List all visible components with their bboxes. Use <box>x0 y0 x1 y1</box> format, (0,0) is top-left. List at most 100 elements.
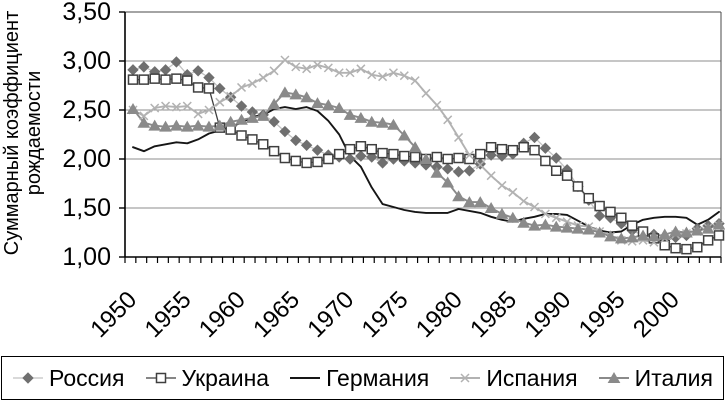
legend-item-spain: Испания <box>449 364 578 392</box>
x-tick-label: 1980 <box>411 286 468 343</box>
x-marker-icon <box>258 73 268 83</box>
line <box>551 213 561 223</box>
square-marker-icon <box>681 243 692 255</box>
line <box>323 63 333 73</box>
gridlines <box>125 11 722 257</box>
triangle-marker-icon <box>571 222 585 234</box>
legend-label-spain: Испания <box>486 364 578 391</box>
x-marker-icon <box>367 70 377 80</box>
spain-x-marker-icon <box>449 369 481 387</box>
x-marker-icon <box>161 101 171 111</box>
diamond-marker-icon <box>235 100 248 112</box>
line <box>399 71 409 81</box>
diamond-marker-icon <box>539 142 552 154</box>
triangle-marker-icon <box>582 223 596 235</box>
line <box>204 105 214 115</box>
square-marker-icon <box>540 155 551 167</box>
line <box>443 115 453 125</box>
x-marker-icon <box>150 103 160 113</box>
legend-item-ukraine: Украина <box>145 365 269 392</box>
x-marker-icon <box>193 109 203 119</box>
x-marker-icon <box>421 88 431 98</box>
triangle-marker-icon <box>408 141 422 153</box>
line <box>236 82 247 92</box>
x-marker-icon <box>291 62 301 72</box>
x-tick-label: 1955 <box>140 286 197 343</box>
legend-glyph-svg <box>145 372 176 384</box>
square-marker-icon <box>279 152 291 164</box>
line <box>258 73 268 83</box>
diamond-marker-icon <box>355 150 367 162</box>
line <box>161 101 171 111</box>
square-marker-icon <box>203 83 215 94</box>
square-marker-icon <box>388 148 399 160</box>
square-marker-icon <box>518 141 529 153</box>
diamond-marker-icon <box>290 134 302 147</box>
diamond-marker-icon <box>203 71 215 84</box>
x-marker-icon <box>443 115 453 125</box>
square-marker-icon <box>442 153 453 165</box>
diamond-marker-icon <box>170 56 183 68</box>
triangle-marker-icon <box>300 91 313 103</box>
diamond-marker-icon <box>214 82 226 95</box>
triangle-marker-icon <box>278 86 292 98</box>
x-tick-label: 1985 <box>465 286 522 343</box>
x-marker-icon <box>464 150 474 160</box>
line <box>302 64 312 74</box>
series-markers-italy <box>126 86 725 244</box>
russia-diamond-marker-icon <box>12 369 44 387</box>
square-marker-icon <box>583 192 595 204</box>
diamond-marker-icon <box>192 65 204 77</box>
legend-glyph-svg <box>290 377 321 379</box>
triangle-marker-icon <box>267 98 281 110</box>
triangle-marker-icon <box>397 129 411 141</box>
line <box>486 171 496 181</box>
chart-plot-area: 1,00 1,50 2,00 2,50 3,00 3,50 1950195519601965… <box>62 0 725 343</box>
triangle-marker-icon <box>669 225 682 237</box>
legend-item-russia: Россия <box>12 365 124 392</box>
line <box>529 202 540 212</box>
line <box>540 209 550 219</box>
x-marker-icon <box>226 91 236 101</box>
line <box>182 101 192 111</box>
x-tick-label: 1960 <box>194 286 251 343</box>
x-marker-icon <box>312 60 323 70</box>
triangle-marker-icon <box>604 230 617 242</box>
triangle-marker-icon <box>658 228 672 240</box>
square-marker-icon <box>182 75 193 86</box>
italy-triangle-marker-icon <box>598 369 630 387</box>
y-tick-label: 3,50 <box>62 0 111 26</box>
line <box>280 55 290 65</box>
diamond-marker-icon <box>268 116 280 128</box>
ukraine-square-marker-icon <box>145 369 177 387</box>
legend-item-germany: Германия <box>289 365 429 392</box>
triangle-marker-icon <box>593 226 606 238</box>
line <box>454 132 464 142</box>
triangle-marker-icon <box>289 88 303 100</box>
diamond-marker-icon <box>550 152 562 164</box>
legend-label-germany: Германия <box>326 364 430 391</box>
line <box>247 79 257 89</box>
diamond-marker-icon <box>452 166 465 178</box>
square-marker-icon <box>485 141 497 153</box>
square-marker-icon <box>670 242 681 254</box>
triangle-marker-icon <box>473 196 487 208</box>
square-marker-icon <box>355 141 367 152</box>
triangle-marker-icon <box>332 102 346 114</box>
line <box>171 102 181 112</box>
x-marker-icon <box>508 187 518 197</box>
square-marker-icon <box>236 130 247 141</box>
triangle-marker-icon <box>343 108 357 120</box>
diamond-marker-icon <box>300 139 313 151</box>
diamond-marker-icon <box>159 64 172 76</box>
square-marker-icon <box>496 143 508 155</box>
line <box>226 91 236 101</box>
square-marker-icon <box>399 150 410 162</box>
square-marker-icon <box>301 157 312 169</box>
legend-item-italy: Италия <box>598 365 713 392</box>
triangle-marker-icon <box>517 216 531 228</box>
triangle-marker-icon <box>213 119 227 131</box>
triangle-marker-icon <box>180 120 194 132</box>
triangle-marker-icon <box>441 176 455 188</box>
